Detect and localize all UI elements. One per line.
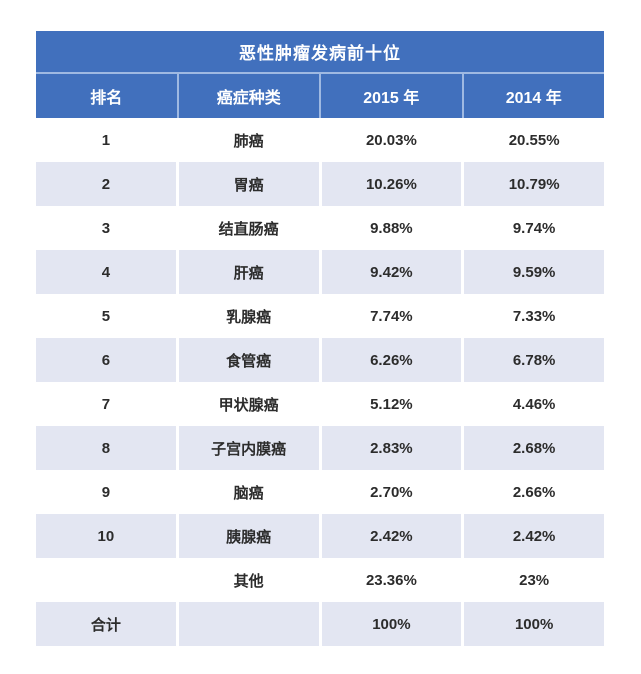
table-row: 3 结直肠癌 9.88% 9.74% bbox=[36, 206, 604, 250]
cancer-type-cell bbox=[178, 602, 319, 646]
value-2014-cell: 9.74% bbox=[464, 206, 604, 250]
cancer-type-cell: 其他 bbox=[178, 558, 319, 602]
value-2014-cell: 4.46% bbox=[464, 382, 604, 426]
table-row: 10 胰腺癌 2.42% 2.42% bbox=[36, 514, 604, 558]
value-2014-cell: 2.68% bbox=[464, 426, 604, 470]
value-2014-cell: 23% bbox=[464, 558, 604, 602]
cancer-type-cell: 胃癌 bbox=[178, 162, 319, 206]
value-2015-cell: 9.88% bbox=[321, 206, 462, 250]
value-2015-cell: 7.74% bbox=[321, 294, 462, 338]
table-row: 6 食管癌 6.26% 6.78% bbox=[36, 338, 604, 382]
rank-cell: 9 bbox=[36, 470, 176, 514]
value-2015-cell: 2.42% bbox=[321, 514, 462, 558]
rank-cell: 7 bbox=[36, 382, 176, 426]
value-2015-cell: 2.83% bbox=[321, 426, 462, 470]
table-row-total: 合计 100% 100% bbox=[36, 602, 604, 646]
rank-cell bbox=[36, 558, 176, 602]
rank-cell: 8 bbox=[36, 426, 176, 470]
cancer-type-cell: 肺癌 bbox=[178, 118, 319, 162]
table-row: 4 肝癌 9.42% 9.59% bbox=[36, 250, 604, 294]
rank-cell: 合计 bbox=[36, 602, 176, 646]
table-row-other: 其他 23.36% 23% bbox=[36, 558, 604, 602]
table-row: 8 子宫内膜癌 2.83% 2.68% bbox=[36, 426, 604, 470]
cancer-type-cell: 甲状腺癌 bbox=[178, 382, 319, 426]
cancer-type-cell: 子宫内膜癌 bbox=[178, 426, 319, 470]
table-row: 7 甲状腺癌 5.12% 4.46% bbox=[36, 382, 604, 426]
value-2014-cell: 20.55% bbox=[464, 118, 604, 162]
rank-cell: 4 bbox=[36, 250, 176, 294]
cancer-type-cell: 脑癌 bbox=[178, 470, 319, 514]
rank-cell: 10 bbox=[36, 514, 176, 558]
rank-cell: 3 bbox=[36, 206, 176, 250]
table-title: 恶性肿瘤发病前十位 bbox=[36, 31, 604, 74]
table-row: 9 脑癌 2.70% 2.66% bbox=[36, 470, 604, 514]
value-2014-cell: 9.59% bbox=[464, 250, 604, 294]
rank-cell: 5 bbox=[36, 294, 176, 338]
column-header-2015: 2015 年 bbox=[321, 74, 462, 118]
value-2015-cell: 100% bbox=[321, 602, 462, 646]
table-row: 2 胃癌 10.26% 10.79% bbox=[36, 162, 604, 206]
cancer-type-cell: 胰腺癌 bbox=[178, 514, 319, 558]
value-2014-cell: 7.33% bbox=[464, 294, 604, 338]
value-2014-cell: 100% bbox=[464, 602, 604, 646]
value-2014-cell: 2.66% bbox=[464, 470, 604, 514]
table-header-row: 排名 癌症种类 2015 年 2014 年 bbox=[36, 74, 604, 118]
value-2015-cell: 23.36% bbox=[321, 558, 462, 602]
rank-cell: 6 bbox=[36, 338, 176, 382]
value-2015-cell: 10.26% bbox=[321, 162, 462, 206]
table-row: 1 肺癌 20.03% 20.55% bbox=[36, 118, 604, 162]
column-header-cancer-type: 癌症种类 bbox=[178, 74, 319, 118]
column-header-rank: 排名 bbox=[36, 74, 177, 118]
table-row: 5 乳腺癌 7.74% 7.33% bbox=[36, 294, 604, 338]
value-2014-cell: 6.78% bbox=[464, 338, 604, 382]
cancer-type-cell: 结直肠癌 bbox=[178, 206, 319, 250]
value-2015-cell: 20.03% bbox=[321, 118, 462, 162]
cancer-type-cell: 肝癌 bbox=[178, 250, 319, 294]
value-2014-cell: 10.79% bbox=[464, 162, 604, 206]
rank-cell: 2 bbox=[36, 162, 176, 206]
cancer-type-cell: 乳腺癌 bbox=[178, 294, 319, 338]
cancer-type-cell: 食管癌 bbox=[178, 338, 319, 382]
cancer-incidence-table: 恶性肿瘤发病前十位 排名 癌症种类 2015 年 2014 年 1 肺癌 20.… bbox=[36, 31, 604, 646]
value-2014-cell: 2.42% bbox=[464, 514, 604, 558]
value-2015-cell: 9.42% bbox=[321, 250, 462, 294]
column-header-2014: 2014 年 bbox=[463, 74, 604, 118]
value-2015-cell: 6.26% bbox=[321, 338, 462, 382]
value-2015-cell: 2.70% bbox=[321, 470, 462, 514]
rank-cell: 1 bbox=[36, 118, 176, 162]
value-2015-cell: 5.12% bbox=[321, 382, 462, 426]
